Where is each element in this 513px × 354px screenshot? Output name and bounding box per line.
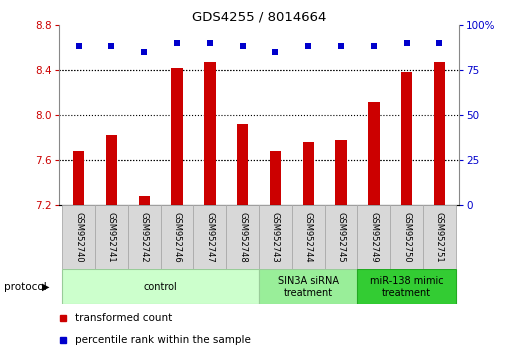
Bar bbox=[161, 205, 193, 269]
Bar bbox=[106, 135, 117, 205]
Point bbox=[304, 44, 312, 49]
Text: GSM952745: GSM952745 bbox=[337, 212, 346, 263]
Bar bbox=[390, 205, 423, 269]
Point bbox=[173, 40, 181, 46]
Bar bbox=[73, 151, 85, 205]
Text: miR-138 mimic
treatment: miR-138 mimic treatment bbox=[370, 276, 443, 298]
Bar bbox=[226, 205, 259, 269]
Text: protocol: protocol bbox=[4, 282, 47, 292]
Text: SIN3A siRNA
treatment: SIN3A siRNA treatment bbox=[278, 276, 339, 298]
Bar bbox=[259, 205, 292, 269]
Text: GSM952746: GSM952746 bbox=[172, 212, 182, 263]
Bar bbox=[95, 205, 128, 269]
Text: ▶: ▶ bbox=[42, 282, 50, 292]
Text: percentile rank within the sample: percentile rank within the sample bbox=[75, 335, 251, 345]
Text: GSM952749: GSM952749 bbox=[369, 212, 379, 263]
Text: GSM952747: GSM952747 bbox=[205, 212, 214, 263]
Bar bbox=[358, 205, 390, 269]
Bar bbox=[128, 205, 161, 269]
Text: GSM952740: GSM952740 bbox=[74, 212, 83, 263]
Bar bbox=[336, 140, 347, 205]
Bar bbox=[358, 269, 456, 304]
Bar bbox=[325, 205, 358, 269]
Point bbox=[239, 44, 247, 49]
Bar bbox=[62, 269, 259, 304]
Text: GSM952741: GSM952741 bbox=[107, 212, 116, 263]
Text: GSM952751: GSM952751 bbox=[435, 212, 444, 263]
Bar bbox=[270, 151, 281, 205]
Bar bbox=[433, 62, 445, 205]
Point bbox=[370, 44, 378, 49]
Text: GSM952742: GSM952742 bbox=[140, 212, 149, 263]
Point bbox=[107, 44, 115, 49]
Text: GSM952743: GSM952743 bbox=[271, 212, 280, 263]
Bar bbox=[193, 205, 226, 269]
Point bbox=[206, 40, 214, 46]
Bar bbox=[62, 205, 95, 269]
Text: GSM952748: GSM952748 bbox=[238, 212, 247, 263]
Point bbox=[271, 49, 280, 55]
Bar bbox=[303, 142, 314, 205]
Point bbox=[337, 44, 345, 49]
Bar bbox=[204, 62, 215, 205]
Bar bbox=[237, 124, 248, 205]
Point bbox=[403, 40, 411, 46]
Title: GDS4255 / 8014664: GDS4255 / 8014664 bbox=[192, 11, 326, 24]
Point bbox=[140, 49, 148, 55]
Bar bbox=[139, 196, 150, 205]
Bar bbox=[368, 102, 380, 205]
Text: GSM952744: GSM952744 bbox=[304, 212, 313, 263]
Bar bbox=[292, 205, 325, 269]
Point bbox=[74, 44, 83, 49]
Bar bbox=[423, 205, 456, 269]
Bar bbox=[259, 269, 358, 304]
Point bbox=[436, 40, 444, 46]
Bar bbox=[171, 68, 183, 205]
Bar bbox=[401, 72, 412, 205]
Text: control: control bbox=[144, 282, 177, 292]
Text: GSM952750: GSM952750 bbox=[402, 212, 411, 263]
Text: transformed count: transformed count bbox=[75, 313, 172, 323]
